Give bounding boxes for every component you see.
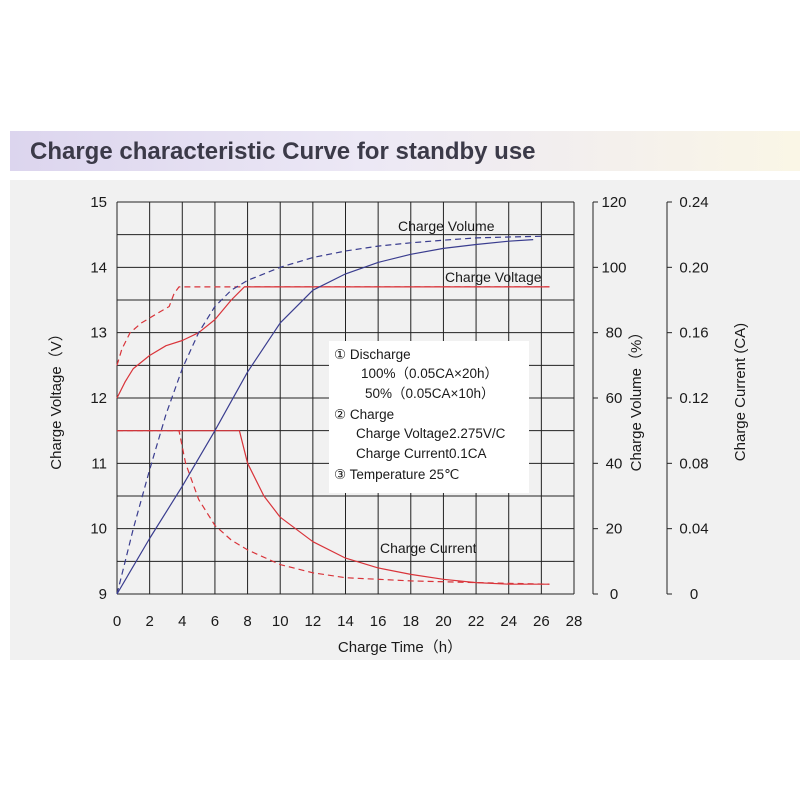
y-tick-label-current: 0.12 [679, 390, 708, 407]
y-tick-label-voltage: 12 [90, 390, 107, 407]
annotation-box [329, 341, 529, 493]
y-tick-label-voltage: 15 [90, 194, 107, 211]
y-tick-label-current: 0 [690, 586, 698, 603]
x-tick-label: 2 [145, 613, 153, 630]
y-tick-label-current: 0.16 [679, 325, 708, 342]
y-tick-label-volume: 120 [601, 194, 626, 211]
annotation-line: 100%（0.05CA×20h） [361, 366, 498, 381]
annotation-line: ② Charge [334, 407, 394, 422]
curve-label-volume: Charge Volume [398, 218, 495, 234]
page-title: Charge characteristic Curve for standby … [30, 138, 536, 165]
y-tick-label-current: 0.04 [679, 521, 708, 538]
y-tick-label-voltage: 13 [90, 325, 107, 342]
annotation-line: Charge Current0.1CA [356, 446, 487, 461]
y-tick-label-volume: 0 [610, 586, 618, 603]
y-tick-label-volume: 40 [606, 455, 623, 472]
title-bar: Charge characteristic Curve for standby … [10, 131, 800, 171]
x-tick-label: 16 [370, 613, 387, 630]
x-tick-label: 26 [533, 613, 550, 630]
current-curve-dashed [117, 430, 550, 585]
x-tick-label: 0 [113, 613, 121, 630]
y-tick-label-volume: 60 [606, 390, 623, 407]
y-tick-label-voltage: 10 [90, 521, 107, 538]
y-tick-label-current: 0.24 [679, 194, 708, 211]
annotation-line: Charge Voltage2.275V/C [356, 426, 506, 441]
y-tick-label-volume: 80 [606, 325, 623, 342]
y-tick-label-voltage: 9 [99, 586, 107, 603]
x-tick-label: 12 [305, 613, 322, 630]
annotation-line: ③ Temperature 25℃ [334, 467, 459, 482]
x-tick-label: 10 [272, 613, 289, 630]
x-tick-label: 8 [243, 613, 251, 630]
x-tick-label: 24 [500, 613, 517, 630]
x-tick-label: 4 [178, 613, 186, 630]
x-tick-label: 20 [435, 613, 452, 630]
volume-curve-solid [116, 239, 534, 595]
y-tick-label-volume: 20 [606, 521, 623, 538]
y-axis-label-voltage: Charge Voltage（V） [48, 326, 65, 469]
y-axis-label-current: Charge Current (CA) [732, 323, 749, 461]
y-tick-label-voltage: 11 [91, 455, 107, 472]
annotation-line: 50%（0.05CA×10h） [365, 386, 494, 401]
y-axis-label-volume: Charge Volume（%） [628, 325, 645, 472]
x-tick-label: 14 [337, 613, 354, 630]
x-tick-label: 28 [566, 613, 583, 630]
y-tick-label-voltage: 14 [90, 259, 107, 276]
annotation-line: ① Discharge [334, 347, 411, 362]
x-tick-label: 18 [402, 613, 419, 630]
curve-label-voltage: Charge Voltage [445, 269, 542, 285]
x-tick-label: 6 [211, 613, 219, 630]
voltage-curve-solid [116, 286, 550, 399]
y-tick-label-volume: 100 [601, 259, 626, 276]
x-axis-label: Charge Time（h） [338, 639, 462, 656]
current-curve-solid [117, 430, 550, 585]
x-tick-label: 22 [468, 613, 485, 630]
y-tick-label-current: 0.20 [679, 259, 708, 276]
voltage-curve-dashed [116, 286, 550, 366]
curve-label-current: Charge Current [380, 540, 477, 556]
y-tick-label-current: 0.08 [679, 455, 708, 472]
